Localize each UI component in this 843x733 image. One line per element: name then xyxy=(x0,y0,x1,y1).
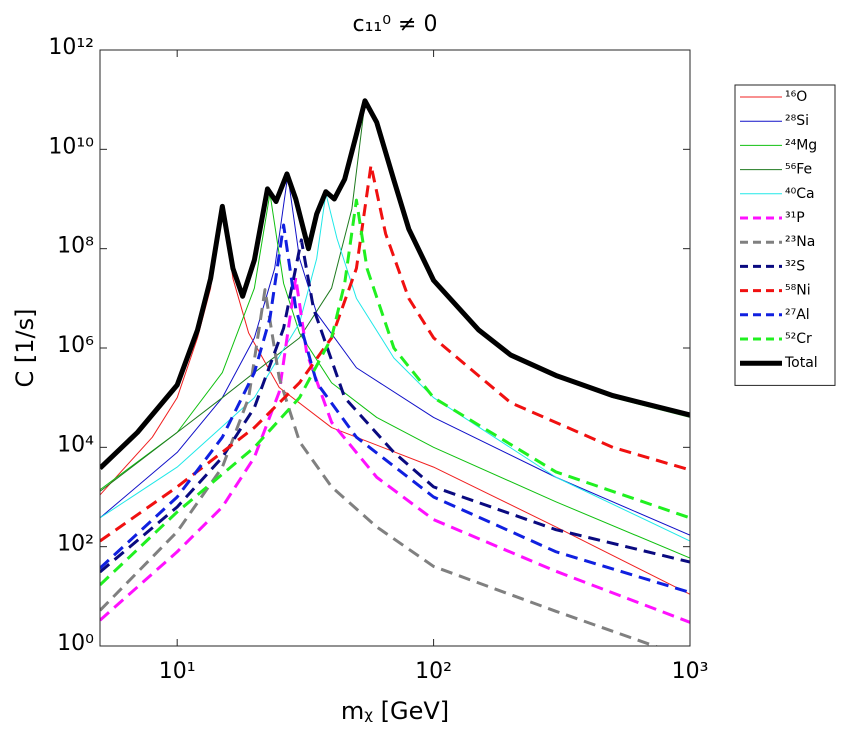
legend-label: ²⁴Mg xyxy=(785,137,817,153)
y-tick-label: 10⁴ xyxy=(57,432,94,457)
series-line xyxy=(100,98,690,471)
y-tick-label: 10¹⁰ xyxy=(48,134,94,159)
series-line xyxy=(100,205,690,595)
y-tick-label: 10² xyxy=(57,532,94,557)
series-line xyxy=(100,223,690,594)
legend-box xyxy=(734,84,836,386)
legend-label: ⁵⁶Fe xyxy=(785,162,812,178)
x-tick-label: 10³ xyxy=(672,659,709,684)
series-line xyxy=(100,198,690,586)
legend-label: ²³Na xyxy=(785,234,815,250)
plot-lines xyxy=(100,98,690,646)
legend-label: ¹⁶O xyxy=(785,89,807,105)
chart-title: c₁₁⁰ ≠ 0 xyxy=(353,12,438,37)
legend-label: ²⁷Al xyxy=(785,307,810,323)
legend-label: ³¹P xyxy=(785,210,805,226)
y-tick-label: 10⁰ xyxy=(57,631,94,656)
legend-label: ⁵²Cr xyxy=(785,331,812,347)
series-line xyxy=(100,174,690,536)
x-tick-label: 10¹ xyxy=(159,659,196,684)
series-line xyxy=(100,276,690,624)
legend-label: Total xyxy=(784,355,818,371)
legend: ¹⁶O ²⁸Si ²⁴Mg ⁵⁶Fe ⁴⁰Ca ³¹P ²³Na ³²S ⁵⁸Ni ²⁷Al ⁵²C… xyxy=(734,84,836,386)
series-line xyxy=(100,238,690,574)
legend-label: ⁵⁸Ni xyxy=(785,283,811,299)
legend-label: ³²S xyxy=(785,258,805,274)
legend-label: ²⁸Si xyxy=(785,113,809,129)
x-tick-label: 10² xyxy=(415,659,452,684)
legend-label: ⁴⁰Ca xyxy=(785,186,815,202)
y-tick-label: 10¹² xyxy=(48,35,94,60)
y-tick-label: 10⁶ xyxy=(57,333,94,358)
y-tick-label: 10⁸ xyxy=(57,234,94,259)
x-axis-label: mᵪ [GeV] xyxy=(341,697,449,725)
y-axis-label: C [1/s] xyxy=(11,309,39,388)
series-line xyxy=(100,163,690,543)
